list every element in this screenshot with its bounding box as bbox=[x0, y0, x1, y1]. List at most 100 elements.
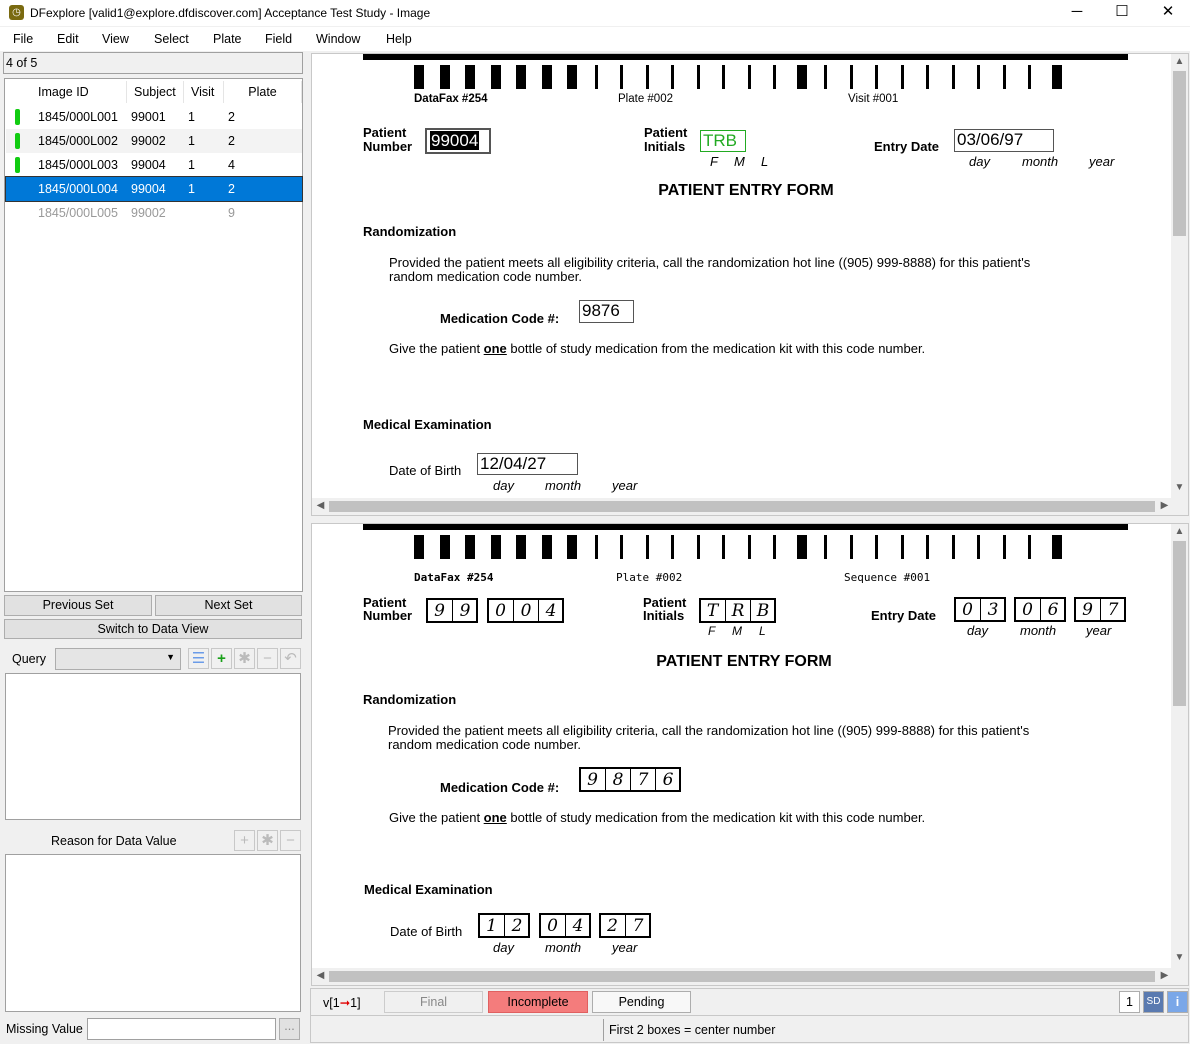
menu-plate[interactable]: Plate bbox=[213, 32, 242, 46]
scroll-thumb[interactable] bbox=[329, 501, 1155, 512]
day-label: day bbox=[967, 623, 988, 638]
digit-box: 9 bbox=[434, 601, 445, 621]
query-text-area[interactable] bbox=[5, 673, 301, 820]
column-header-subject[interactable]: Subject bbox=[127, 81, 184, 103]
menu-select[interactable]: Select bbox=[154, 32, 189, 46]
menu-view[interactable]: View bbox=[102, 32, 129, 46]
status-indicator-icon bbox=[15, 157, 20, 173]
medication-code-field[interactable]: 9876 bbox=[579, 300, 634, 323]
text-line: Provided the patient meets all eligibili… bbox=[389, 255, 1031, 270]
close-button[interactable]: ✕ bbox=[1161, 3, 1175, 20]
text-line: random medication code number. bbox=[388, 737, 581, 752]
scroll-thumb[interactable] bbox=[1173, 541, 1186, 706]
window-title: DFexplore [valid1@explore.dfdiscover.com… bbox=[30, 6, 431, 20]
scroll-left-icon[interactable]: ◀ bbox=[316, 970, 325, 981]
barcode-bar bbox=[926, 65, 929, 89]
vertical-scrollbar[interactable]: ▲ ▼ bbox=[1171, 54, 1188, 515]
level-indicator[interactable]: 1 bbox=[1119, 991, 1140, 1013]
medical-exam-heading: Medical Examination bbox=[364, 882, 493, 897]
menu-field[interactable]: Field bbox=[265, 32, 293, 46]
missing-value-browse-button[interactable]: ... bbox=[279, 1018, 300, 1040]
list-icon[interactable]: ☰ bbox=[188, 648, 209, 669]
scroll-up-icon[interactable]: ▲ bbox=[1174, 56, 1185, 67]
reason-label: Reason for Data Value bbox=[51, 834, 177, 848]
barcode-bar bbox=[900, 65, 904, 89]
add-query-icon[interactable]: + bbox=[211, 648, 232, 669]
menu-file[interactable]: File bbox=[13, 32, 34, 46]
minimize-button[interactable]: ─ bbox=[1071, 3, 1083, 20]
barcode-bar bbox=[594, 535, 598, 559]
patient-initials-field[interactable]: TRB bbox=[700, 130, 746, 152]
switch-to-data-view-button[interactable]: Switch to Data View bbox=[4, 619, 302, 639]
previous-set-button[interactable]: Previous Set bbox=[4, 595, 152, 616]
form-title: PATIENT ENTRY FORM bbox=[658, 182, 834, 199]
table-row[interactable]: 1845/000L001 99001 1 2 bbox=[6, 105, 302, 129]
cell-visit: 1 bbox=[188, 182, 195, 196]
status-indicator-icon bbox=[15, 133, 20, 149]
vertical-scrollbar[interactable]: ▲ ▼ bbox=[1171, 524, 1188, 985]
final-status-button[interactable]: Final bbox=[384, 991, 483, 1013]
digit-box: 4 bbox=[565, 915, 590, 936]
medical-exam-heading: Medical Examination bbox=[363, 417, 492, 432]
sd-icon[interactable]: SD bbox=[1143, 991, 1164, 1013]
horizontal-scrollbar[interactable]: ◀ ▶ bbox=[312, 498, 1173, 515]
missing-value-input[interactable] bbox=[87, 1018, 276, 1040]
field-help-text: First 2 boxes = center number bbox=[609, 1023, 776, 1037]
menu-window[interactable]: Window bbox=[316, 32, 361, 46]
scroll-down-icon[interactable]: ▼ bbox=[1174, 482, 1185, 493]
medication-code-label: Medication Code #: bbox=[440, 780, 560, 795]
day-label: day bbox=[493, 478, 514, 493]
barcode-bar bbox=[620, 65, 623, 89]
scroll-thumb[interactable] bbox=[329, 971, 1155, 982]
barcode-bar bbox=[541, 65, 552, 89]
menu-help[interactable]: Help bbox=[386, 32, 412, 46]
scroll-right-icon[interactable]: ▶ bbox=[1160, 500, 1169, 511]
digit-box: 7 bbox=[1100, 599, 1125, 620]
image-list-table[interactable]: Image ID Subject Visit Plate 1845/000L00… bbox=[4, 78, 303, 592]
barcode-bar bbox=[541, 535, 552, 559]
scroll-left-icon[interactable]: ◀ bbox=[316, 500, 325, 511]
table-row[interactable]: 1845/000L003 99004 1 4 bbox=[6, 153, 302, 177]
label-line: Patient bbox=[363, 125, 407, 140]
horizontal-scrollbar[interactable]: ◀ ▶ bbox=[312, 968, 1173, 985]
barcode-bar bbox=[951, 535, 955, 559]
month-label: month bbox=[1022, 154, 1059, 169]
digit-box: 0 bbox=[495, 601, 506, 621]
column-header-plate[interactable]: Plate bbox=[224, 81, 302, 103]
reason-text-area[interactable] bbox=[5, 854, 301, 1012]
dob-field[interactable]: 12/04/27 bbox=[477, 453, 578, 475]
scroll-up-icon[interactable]: ▲ bbox=[1174, 526, 1185, 537]
table-row[interactable]: 1845/000L002 99002 1 2 bbox=[6, 129, 302, 153]
digit-box: 0 bbox=[1022, 600, 1033, 620]
info-icon[interactable]: i bbox=[1167, 991, 1188, 1013]
next-set-button[interactable]: Next Set bbox=[155, 595, 302, 616]
scroll-right-icon[interactable]: ▶ bbox=[1160, 970, 1169, 981]
column-header-image-id[interactable]: Image ID bbox=[5, 81, 127, 103]
text: Give the patient bbox=[389, 810, 484, 825]
menu-bar: File Edit View Select Plate Field Window… bbox=[0, 27, 1190, 51]
digit-box: 0 bbox=[513, 600, 538, 621]
patient-number-field[interactable]: 99004 bbox=[425, 128, 491, 154]
digit-box: 3 bbox=[980, 599, 1005, 620]
barcode-bar bbox=[671, 65, 674, 89]
randomization-heading: Randomization bbox=[363, 692, 457, 707]
remove-reason-icon: − bbox=[280, 830, 301, 851]
data-entry-pane: DataFax #254 Plate #002 Visit #001 Patie… bbox=[311, 53, 1189, 516]
cell-visit: 1 bbox=[188, 110, 195, 124]
column-header-visit[interactable]: Visit bbox=[184, 81, 224, 103]
digit-box: R bbox=[725, 600, 750, 621]
table-row[interactable]: 1845/000L005 99002 9 bbox=[6, 201, 302, 225]
scroll-thumb[interactable] bbox=[1173, 71, 1186, 236]
table-row[interactable]: 1845/000L004 99004 1 2 bbox=[5, 176, 303, 202]
query-select[interactable]: ▼ bbox=[55, 648, 181, 670]
menu-edit[interactable]: Edit bbox=[57, 32, 79, 46]
maximize-button[interactable]: ☐ bbox=[1115, 3, 1129, 20]
entry-date-field[interactable]: 03/06/97 bbox=[954, 129, 1054, 152]
month-label: month bbox=[545, 478, 582, 493]
scroll-down-icon[interactable]: ▼ bbox=[1174, 952, 1185, 963]
digit-box: 6 bbox=[655, 769, 680, 790]
incomplete-status-button[interactable]: Incomplete bbox=[488, 991, 588, 1013]
pending-status-button[interactable]: Pending bbox=[592, 991, 691, 1013]
barcode-bar bbox=[773, 535, 776, 559]
